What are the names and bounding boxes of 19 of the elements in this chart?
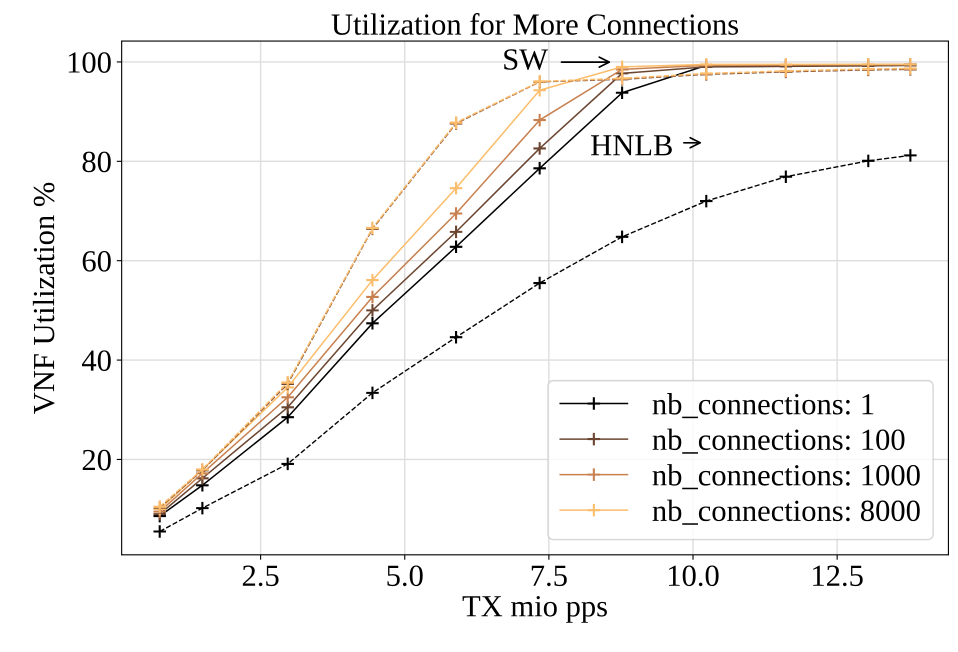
x-tick-label: 12.5 [813,566,863,586]
x-axis-title: TX mio pps [462,596,607,623]
y-tick-label: 80 [82,152,111,172]
y-tick-label: 100 [68,52,111,73]
x-tick-label: 5.0 [387,565,423,586]
y-tick-label: 60 [82,250,111,272]
legend-label: nb_connections: 1 [652,393,874,418]
legend-label: nb_connections: 1000 [652,464,920,490]
y-axis-title: VNF Utilization % [32,182,55,414]
x-tick-label: 7.5 [532,566,567,586]
legend-label: nb_connections: 8000 [652,500,920,525]
x-tick-label: 10.0 [668,565,719,586]
chart-title: Utilization for More Connections [332,13,738,35]
annotation: HNLB [591,135,672,156]
annotation: SW [504,49,548,70]
y-tick-label: 40 [82,350,111,371]
y-tick-label: 20 [82,450,111,470]
x-tick-label: 2.5 [242,566,279,586]
legend-label: nb_connections: 100 [652,428,904,454]
